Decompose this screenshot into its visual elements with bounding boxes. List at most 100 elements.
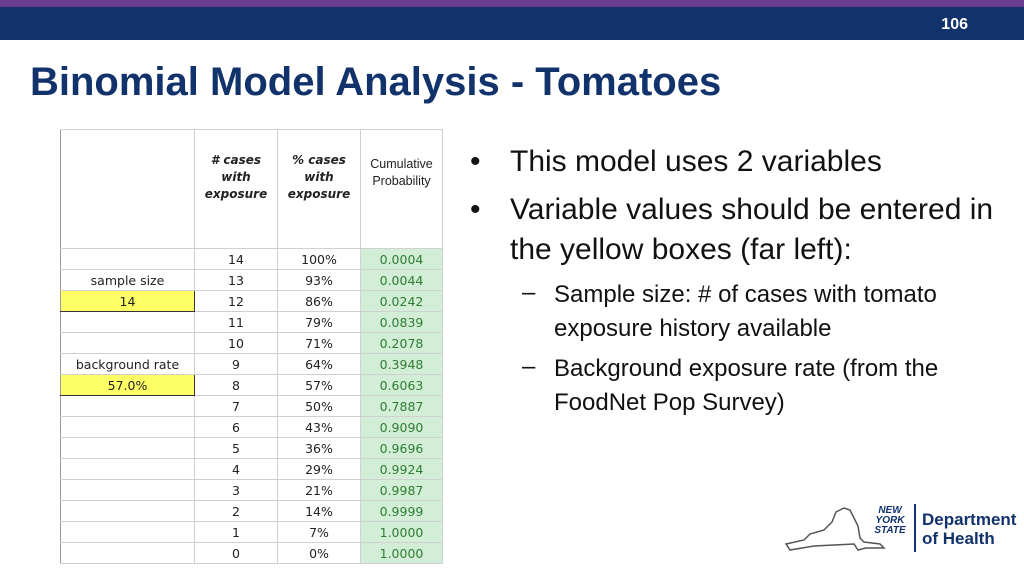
empty-cell <box>60 248 195 270</box>
cases-cell: 13 <box>194 269 278 291</box>
percent-cell: 50% <box>277 395 361 417</box>
table-row: 57.0% 8 57% 0.6063 <box>60 374 443 396</box>
percent-cell: 29% <box>277 458 361 480</box>
cases-cell: 9 <box>194 353 278 375</box>
cases-cell: 12 <box>194 290 278 312</box>
cumulative-probability-cell: 0.0004 <box>360 248 443 270</box>
cases-cell: 6 <box>194 416 278 438</box>
table-row: sample size 13 93% 0.0044 <box>60 269 443 291</box>
table-row: 10 71% 0.2078 <box>60 332 443 354</box>
cases-cell: 14 <box>194 248 278 270</box>
label-cell: background rate <box>60 353 195 375</box>
sub-bullet-marker: – <box>522 279 536 306</box>
cases-cell: 3 <box>194 479 278 501</box>
cases-cell: 10 <box>194 332 278 354</box>
dept-line-1: Department <box>922 510 1017 529</box>
cumulative-probability-cell: 0.0044 <box>360 269 443 291</box>
table-row: 14 100% 0.0004 <box>60 248 443 270</box>
binomial-spreadsheet: # cases with exposure % cases with expos… <box>60 129 443 564</box>
sub-bullet-text: Sample size: # of cases with tomato expo… <box>554 281 937 342</box>
empty-cell <box>60 521 195 543</box>
empty-cell <box>60 311 195 333</box>
empty-cell <box>60 500 195 522</box>
table-row: 5 36% 0.9696 <box>60 437 443 459</box>
percent-cell: 14% <box>277 500 361 522</box>
percent-cell: 36% <box>277 437 361 459</box>
sub-bullet-marker: – <box>522 353 536 380</box>
sub-bullet-text: Background exposure rate (from the FoodN… <box>554 355 939 416</box>
dept-line-2: of Health <box>922 529 995 548</box>
cumulative-probability-cell: 0.6063 <box>360 374 443 396</box>
cases-cell: 4 <box>194 458 278 480</box>
input-cell[interactable]: 57.0% <box>60 374 195 396</box>
slide-title: Binomial Model Analysis - Tomatoes <box>30 60 722 104</box>
header-blank-cell <box>60 129 195 249</box>
header-percent-with-exposure: % cases with exposure <box>277 129 361 249</box>
table-row: background rate 9 64% 0.3948 <box>60 353 443 375</box>
cumulative-probability-cell: 1.0000 <box>360 521 443 543</box>
empty-cell <box>60 542 195 564</box>
table-row: 2 14% 0.9999 <box>60 500 443 522</box>
percent-cell: 57% <box>277 374 361 396</box>
header-bar <box>0 7 1024 40</box>
cumulative-probability-cell: 0.9924 <box>360 458 443 480</box>
cases-cell: 1 <box>194 521 278 543</box>
bullet-marker: • <box>470 193 481 226</box>
percent-cell: 21% <box>277 479 361 501</box>
percent-cell: 7% <box>277 521 361 543</box>
table-row: 6 43% 0.9090 <box>60 416 443 438</box>
table-row: 14 12 86% 0.0242 <box>60 290 443 312</box>
cumulative-probability-cell: 0.0839 <box>360 311 443 333</box>
slide-number: 106 <box>941 16 968 33</box>
new-york-state-map-icon <box>784 507 886 551</box>
bullet-text: Variable values should be entered in the… <box>510 193 994 266</box>
label-cell: sample size <box>60 269 195 291</box>
percent-cell: 43% <box>277 416 361 438</box>
input-cell[interactable]: 14 <box>60 290 195 312</box>
percent-cell: 0% <box>277 542 361 564</box>
bullet-marker: • <box>470 145 481 178</box>
header-accent-stripe <box>0 0 1024 7</box>
empty-cell <box>60 479 195 501</box>
table-row: 3 21% 0.9987 <box>60 479 443 501</box>
percent-cell: 100% <box>277 248 361 270</box>
cases-cell: 7 <box>194 395 278 417</box>
bullet-list: • This model uses 2 variables • Variable v… <box>470 142 1010 426</box>
nys-doh-logo: NEW YORK STATE Department of Health <box>784 500 1016 560</box>
cases-cell: 2 <box>194 500 278 522</box>
header-cases-with-exposure: # cases with exposure <box>194 129 278 249</box>
cumulative-probability-cell: 0.9090 <box>360 416 443 438</box>
table-row: 11 79% 0.0839 <box>60 311 443 333</box>
cases-cell: 11 <box>194 311 278 333</box>
empty-cell <box>60 437 195 459</box>
logo-divider <box>914 504 916 552</box>
sub-bullet-item: – Sample size: # of cases with tomato exp… <box>470 278 1010 346</box>
cumulative-probability-cell: 0.9696 <box>360 437 443 459</box>
sub-bullet-item: – Background exposure rate (from the Food… <box>470 352 1010 420</box>
cumulative-probability-cell: 0.3948 <box>360 353 443 375</box>
table-row: 1 7% 1.0000 <box>60 521 443 543</box>
percent-cell: 71% <box>277 332 361 354</box>
empty-cell <box>60 332 195 354</box>
empty-cell <box>60 458 195 480</box>
cumulative-probability-cell: 0.9987 <box>360 479 443 501</box>
bullet-text: This model uses 2 variables <box>510 145 882 178</box>
cumulative-probability-cell: 0.9999 <box>360 500 443 522</box>
cases-cell: 8 <box>194 374 278 396</box>
percent-cell: 93% <box>277 269 361 291</box>
empty-cell <box>60 395 195 417</box>
cumulative-probability-cell: 0.0242 <box>360 290 443 312</box>
cases-cell: 5 <box>194 437 278 459</box>
department-of-health-wordmark: Department of Health <box>922 510 1016 548</box>
header-row: # cases with exposure % cases with expos… <box>60 129 443 249</box>
empty-cell <box>60 416 195 438</box>
percent-cell: 86% <box>277 290 361 312</box>
percent-cell: 64% <box>277 353 361 375</box>
cumulative-probability-cell: 0.7887 <box>360 395 443 417</box>
bullet-item: • This model uses 2 variables <box>470 142 1010 182</box>
header-cumulative-probability: Cumulative Probability <box>360 129 443 249</box>
table-row: 4 29% 0.9924 <box>60 458 443 480</box>
table-row: 7 50% 0.7887 <box>60 395 443 417</box>
percent-cell: 79% <box>277 311 361 333</box>
bullet-item: • Variable values should be entered in th… <box>470 190 1010 270</box>
